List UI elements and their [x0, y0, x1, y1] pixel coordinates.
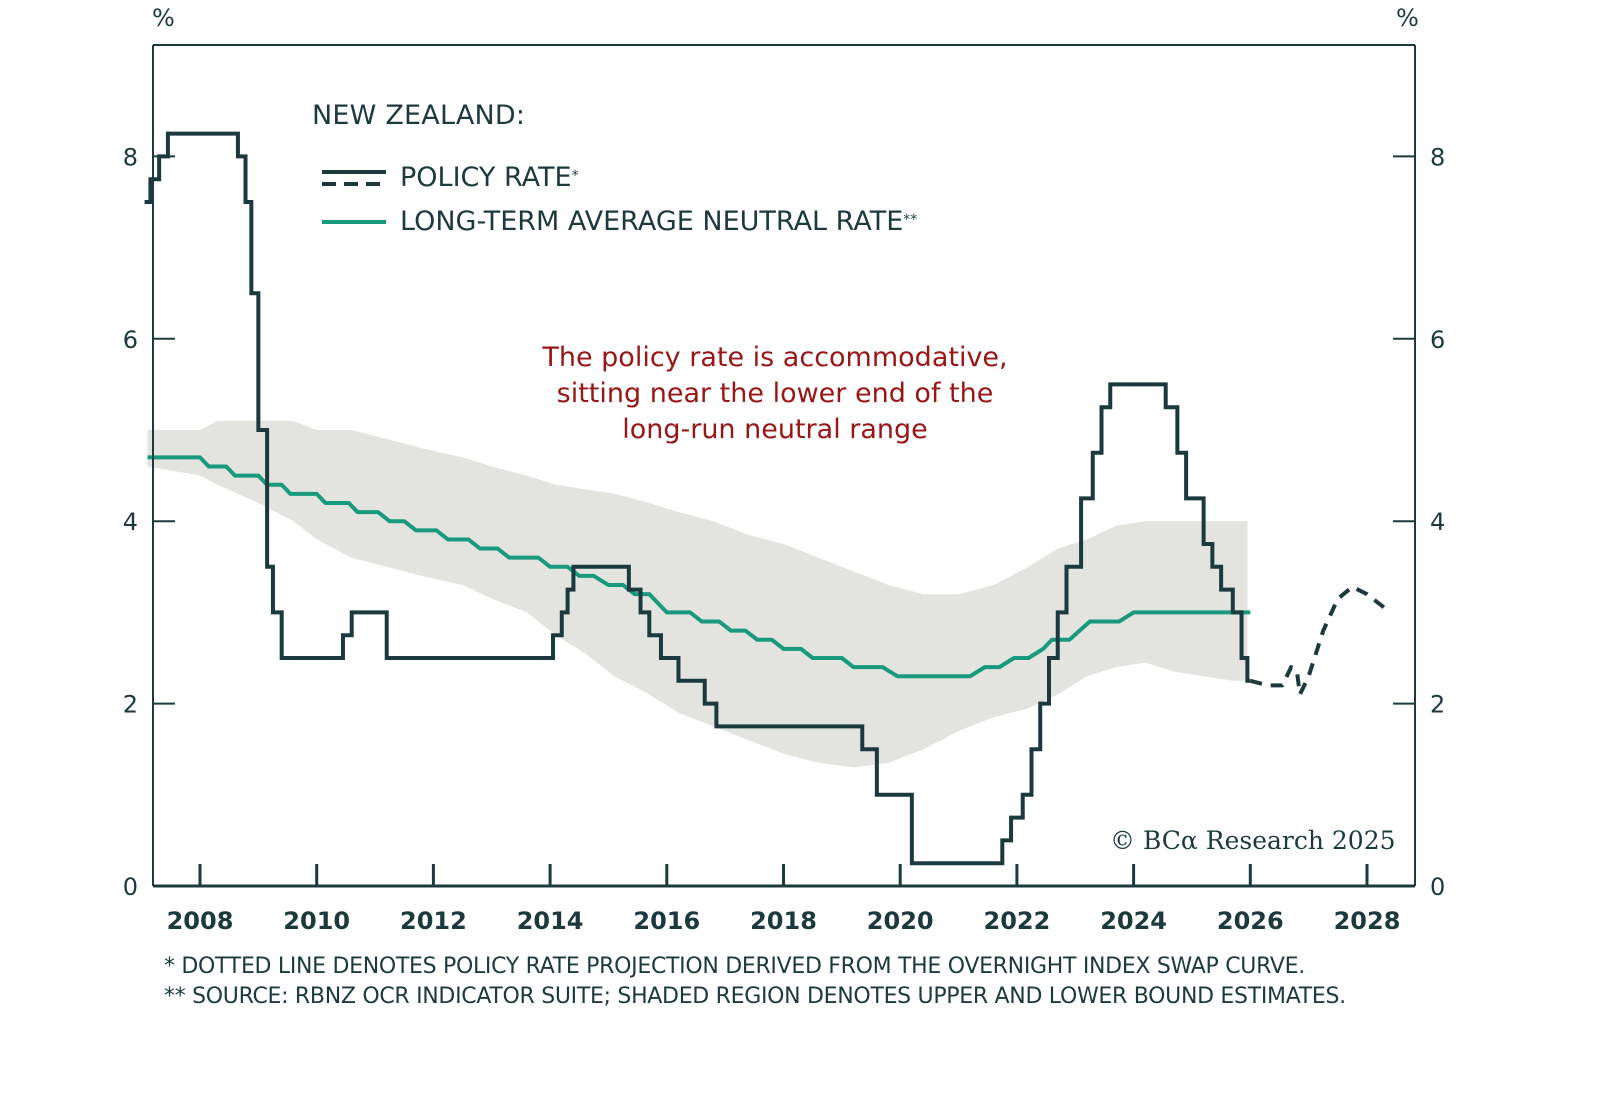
neutral-range-band-layer	[147, 420, 1248, 768]
neutral-rate-swatch-icon	[322, 210, 386, 234]
x-tick-label: 2028	[1334, 907, 1401, 935]
legend-label-neutral-rate: LONG-TERM AVERAGE NEUTRAL RATE	[400, 206, 904, 237]
x-tick-label: 2024	[1100, 907, 1167, 935]
annotation-line-3: long-run neutral range	[622, 414, 928, 445]
footnote-source: ** SOURCE: RBNZ OCR INDICATOR SUITE; SHA…	[164, 984, 1346, 1009]
y-tick-label-left: 6	[123, 326, 138, 354]
policy-rate-projection-line	[1249, 584, 1386, 697]
y-tick-label-left: 2	[123, 691, 138, 719]
x-tick-label: 2020	[867, 907, 934, 935]
legend-mark-neutral-rate: **	[903, 211, 918, 228]
y-tick-label-left: 4	[123, 508, 138, 536]
neutral-rate-line	[147, 455, 1251, 679]
policy-rate-swatch-icon	[322, 166, 386, 190]
x-tick-label: 2012	[400, 907, 467, 935]
x-tick-label: 2018	[750, 907, 817, 935]
neutral-rate-layer	[147, 455, 1251, 679]
policy-rate-layer	[144, 131, 1386, 866]
y-tick-label-right: 8	[1430, 143, 1445, 171]
x-tick-label: 2022	[984, 907, 1051, 935]
annotation-line-1: The policy rate is accommodative,	[542, 342, 1008, 373]
copyright-notice: © BCα Research 2025	[1110, 826, 1396, 855]
x-tick-label: 2026	[1217, 907, 1284, 935]
x-tick-label: 2008	[167, 907, 234, 935]
legend-item-policy-rate: POLICY RATE *	[322, 162, 579, 193]
y-tick-label-left: 0	[123, 873, 138, 901]
left-axis-unit: %	[152, 4, 175, 32]
y-tick-label-right: 0	[1430, 873, 1445, 901]
annotation-line-2: sitting near the lower end of the	[556, 378, 994, 409]
x-tick-label: 2014	[517, 907, 584, 935]
legend-item-neutral-rate: LONG-TERM AVERAGE NEUTRAL RATE **	[322, 206, 917, 237]
policy-rate-line	[144, 131, 1251, 866]
footnotes: * DOTTED LINE DENOTES POLICY RATE PROJEC…	[164, 952, 1404, 1012]
y-tick-label-right: 2	[1430, 691, 1445, 719]
right-axis-unit: %	[1396, 4, 1419, 32]
footnote-projection: * DOTTED LINE DENOTES POLICY RATE PROJEC…	[164, 954, 1305, 979]
legend-title: NEW ZEALAND:	[312, 100, 526, 131]
x-tick-label: 2016	[633, 907, 700, 935]
chart-annotation: The policy rate is accommodative, sittin…	[500, 340, 1050, 448]
legend-label-policy-rate: POLICY RATE	[400, 162, 572, 193]
y-tick-label-left: 8	[123, 143, 138, 171]
axes: 0 0 2 2 4 4 6 6 8 8 2008 2010 2012 2014 2016 2018 2020 20…	[123, 44, 1445, 935]
neutral-range-band	[147, 420, 1248, 768]
y-tick-label-right: 6	[1430, 326, 1445, 354]
legend-mark-policy-rate: *	[571, 167, 579, 184]
x-tick-label: 2010	[283, 907, 350, 935]
y-tick-label-right: 4	[1430, 508, 1445, 536]
